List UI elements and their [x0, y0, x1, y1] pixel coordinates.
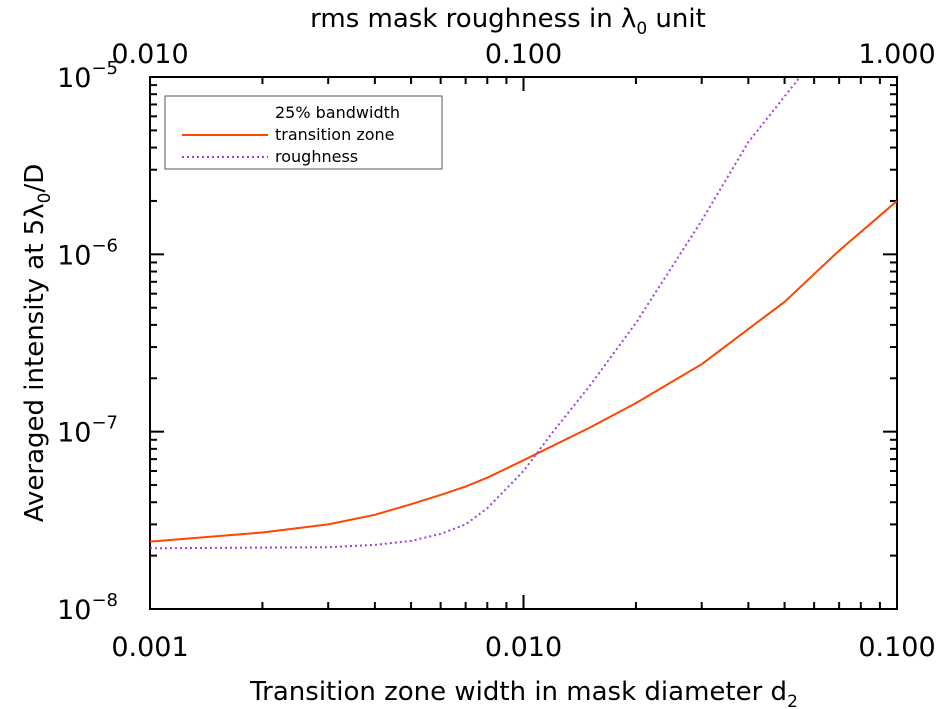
tick-marks [149, 77, 897, 610]
legend-label-roughness: roughness [275, 147, 358, 166]
y-tick-label-base: 10 [57, 63, 91, 94]
y-tick-label-exponent: −6 [91, 235, 118, 256]
bottom-tick-label: 0.010 [485, 632, 562, 663]
series-line-transition-zone [150, 200, 897, 543]
y-tick-label-exponent: −5 [91, 58, 118, 79]
top-tick-label: 0.100 [485, 39, 562, 70]
y-axis-title-suffix: /D [20, 164, 50, 193]
series-layer [150, 77, 897, 550]
top-axis-title: rms mask roughness in λ0 unit [310, 4, 706, 39]
y-tick-label-base: 10 [57, 418, 91, 449]
top-axis-title-text: rms mask roughness in [310, 4, 621, 34]
legend-label-transition-zone: transition zone [275, 125, 394, 144]
y-tick-label-base: 10 [57, 595, 91, 626]
top-tick-label: 1.000 [858, 39, 935, 70]
y-tick-label: 10−7 [57, 413, 118, 449]
bottom-tick-label: 0.001 [111, 632, 188, 663]
y-tick-label-exponent: −7 [91, 413, 118, 434]
x-axis-title-text: Transition zone width in mask diameter d [249, 677, 787, 707]
top-axis-title-symbol: λ [621, 4, 636, 34]
top-axis-title-suffix: unit [647, 4, 706, 34]
series-line-roughness [150, 77, 801, 550]
y-tick-label: 10−6 [57, 235, 118, 271]
y-tick-label-base: 10 [57, 240, 91, 271]
bottom-tick-label: 0.100 [858, 632, 935, 663]
top-axis-title-subscript: 0 [636, 19, 647, 39]
legend: 25% bandwidth transition zone roughness [164, 95, 443, 170]
y-tick-label: 10−5 [57, 58, 118, 94]
y-axis-title-subscript: 0 [35, 193, 55, 204]
legend-title: 25% bandwidth [275, 103, 400, 122]
y-axis-title-symbol: λ [20, 203, 50, 218]
y-tick-label: 10−8 [57, 590, 118, 626]
top-tick-label: 0.010 [111, 39, 188, 70]
y-axis-title: Averaged intensity at 5λ0/D [20, 164, 55, 522]
x-axis-title: Transition zone width in mask diameter d… [249, 677, 798, 709]
legend-box [164, 95, 443, 170]
y-axis-title-text: Averaged intensity at 5 [20, 219, 50, 522]
x-axis-title-subscript: 2 [787, 692, 798, 709]
y-tick-label-exponent: −8 [91, 590, 118, 611]
